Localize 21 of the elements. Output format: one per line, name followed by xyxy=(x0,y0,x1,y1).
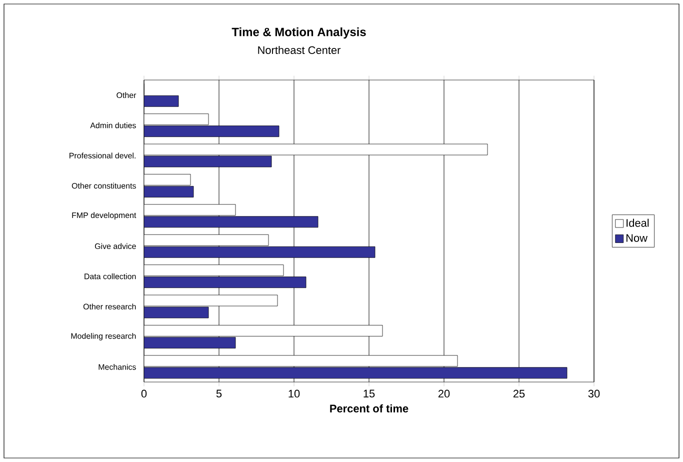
x-tick-label: 25 xyxy=(513,390,525,398)
bar xyxy=(144,337,236,348)
x-tick-label: 5 xyxy=(216,390,222,398)
x-tick-label: 30 xyxy=(588,390,600,398)
bar xyxy=(144,126,280,137)
bar xyxy=(144,276,306,288)
x-tick-label: 0 xyxy=(141,390,147,398)
text: Ideal xyxy=(626,218,649,227)
chart-subtitle: Northeast Center xyxy=(258,46,341,54)
legend-label: Now xyxy=(626,234,648,242)
x-axis-title: Percent of time xyxy=(330,404,408,412)
x-tick-label: 15 xyxy=(364,390,375,398)
chart-title: Time & Motion Analysis xyxy=(232,27,366,39)
bar xyxy=(144,186,194,198)
bar xyxy=(144,156,272,168)
bar xyxy=(144,95,179,107)
x-tick-label: 20 xyxy=(438,390,450,398)
bar xyxy=(144,216,318,228)
bar xyxy=(144,367,568,379)
bar xyxy=(144,246,376,258)
x-tick-label: 10 xyxy=(288,390,300,398)
